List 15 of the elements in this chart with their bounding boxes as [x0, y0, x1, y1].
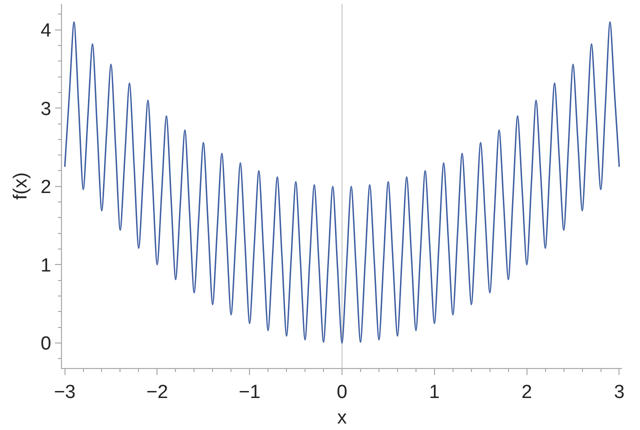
y-axis-title: f(x) — [10, 172, 32, 200]
x-tick-label: −3 — [54, 382, 76, 403]
y-tick-label: 4 — [40, 20, 52, 42]
x-tick-label: −1 — [238, 382, 260, 403]
x-tick-label: −2 — [146, 382, 168, 403]
x-tick-label: 2 — [522, 382, 532, 403]
y-tick-label: 0 — [40, 334, 52, 355]
y-tick-label: 3 — [40, 98, 52, 120]
x-tick-label: 3 — [614, 382, 625, 403]
x-axis-title: x — [337, 408, 348, 429]
y-tick-label: 1 — [40, 255, 52, 276]
x-tick-label: 0 — [336, 382, 348, 403]
x-tick-label: 1 — [429, 382, 440, 403]
y-tick-label: 2 — [40, 177, 52, 198]
line-series — [64, 21, 620, 344]
